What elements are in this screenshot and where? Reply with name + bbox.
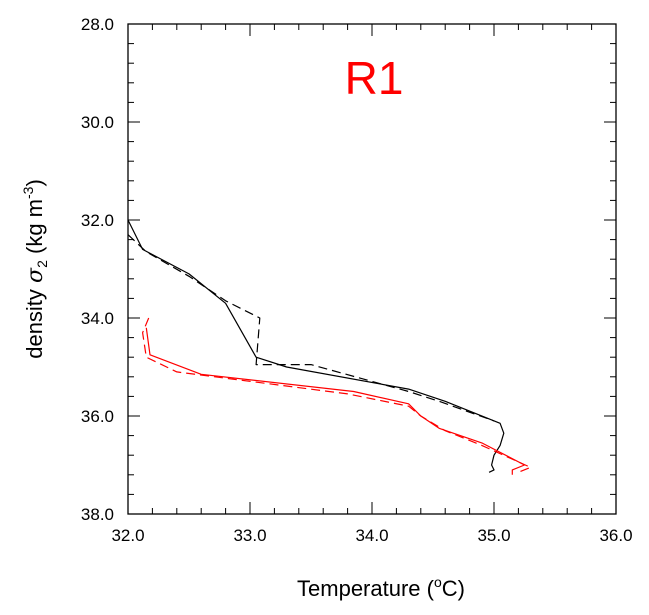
panel-title: R1 [345,52,404,104]
y-axis-title-sup: -3 [20,186,36,199]
series-line-2 [127,234,495,422]
y-axis-title-sub: 2 [34,260,50,268]
y-axis-title-symbol: σ [23,267,48,283]
x-tick-label: 34.0 [355,526,388,545]
x-axis-title-main: Temperature ( [297,576,435,601]
data-series [127,219,532,475]
series-line-4 [142,317,532,473]
x-axis-title-sup: o [434,574,442,590]
x-axis-title-unit: C) [442,576,465,601]
x-tick-label: 32.0 [111,526,144,545]
y-axis-title: density σ2 (kg m-3) [20,179,50,359]
axis-ticks [127,23,617,515]
x-axis-title: Temperature (oC) [297,574,465,601]
y-axis-title-unit: (kg m [22,199,47,260]
tick-labels: 32.0 33.0 34.0 35.0 36.0 28.0 30.0 32.0 34.0 36.0… [81,15,633,545]
x-tick-label: 36.0 [599,526,632,545]
x-tick-label: 35.0 [477,526,510,545]
y-tick-label: 28.0 [81,15,114,34]
series-line-3 [145,327,526,475]
y-tick-label: 38.0 [81,505,114,524]
plot-frame [127,23,617,515]
y-tick-label: 34.0 [81,309,114,328]
y-tick-label: 30.0 [81,113,114,132]
y-axis-title-main: density [22,283,47,359]
y-tick-label: 36.0 [81,407,114,426]
y-axis-title-close: ) [22,179,47,186]
series-line-1 [127,219,505,473]
y-tick-label: 32.0 [81,211,114,230]
x-tick-label: 33.0 [233,526,266,545]
